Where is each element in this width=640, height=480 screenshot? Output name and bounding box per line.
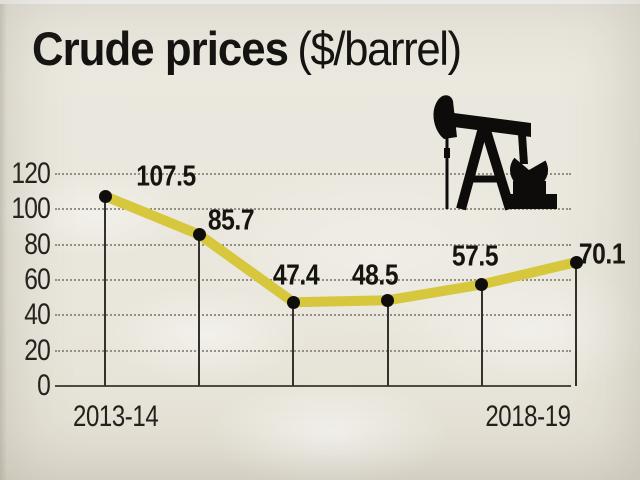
gridline-100 [55,208,571,211]
dropline-4 [480,284,483,386]
title-main: Crude prices [32,22,289,75]
data-point-0 [98,189,112,203]
data-label-2: 47.4 [273,259,320,292]
data-point-2 [286,295,300,309]
y-tick-label-60: 60 [24,263,51,296]
dropline-1 [198,234,201,386]
dropline-0 [104,196,106,386]
data-label-5: 70.1 [578,238,626,271]
gridline-60 [55,279,571,281]
top-strip [0,0,640,4]
data-point-5 [569,255,583,269]
title-unit: ($/barrel) [297,22,462,75]
data-label-4: 57.5 [451,240,499,273]
y-tick-label-20: 20 [24,333,51,367]
dropline-5 [575,262,577,386]
gridline-0 [55,385,571,387]
data-label-3: 48.5 [351,259,398,292]
gridline-80 [55,243,571,246]
x-tick-label-2013-14: 2013-14 [73,400,159,433]
y-tick-label-80: 80 [24,227,51,261]
data-point-3 [381,293,395,307]
y-tick-label-40: 40 [24,298,51,332]
y-tick-label-0: 0 [37,369,51,402]
data-label-1: 85.7 [208,204,255,237]
price-line [100,191,581,308]
y-tick-label-100: 100 [11,192,51,226]
gridline-40 [55,314,571,317]
x-tick-label-2018-19: 2018-19 [485,400,572,433]
dropline-2 [292,302,295,386]
page-title: Crude prices ($/barrel) [32,22,462,75]
y-tick-label-120: 120 [11,157,51,190]
gridline-20 [55,349,571,352]
oil-pumpjack-icon [433,95,557,211]
data-label-0: 107.5 [136,160,196,193]
dropline-3 [386,300,389,386]
data-point-1 [192,228,206,242]
data-point-4 [475,277,489,291]
gridline-120 [55,173,571,175]
